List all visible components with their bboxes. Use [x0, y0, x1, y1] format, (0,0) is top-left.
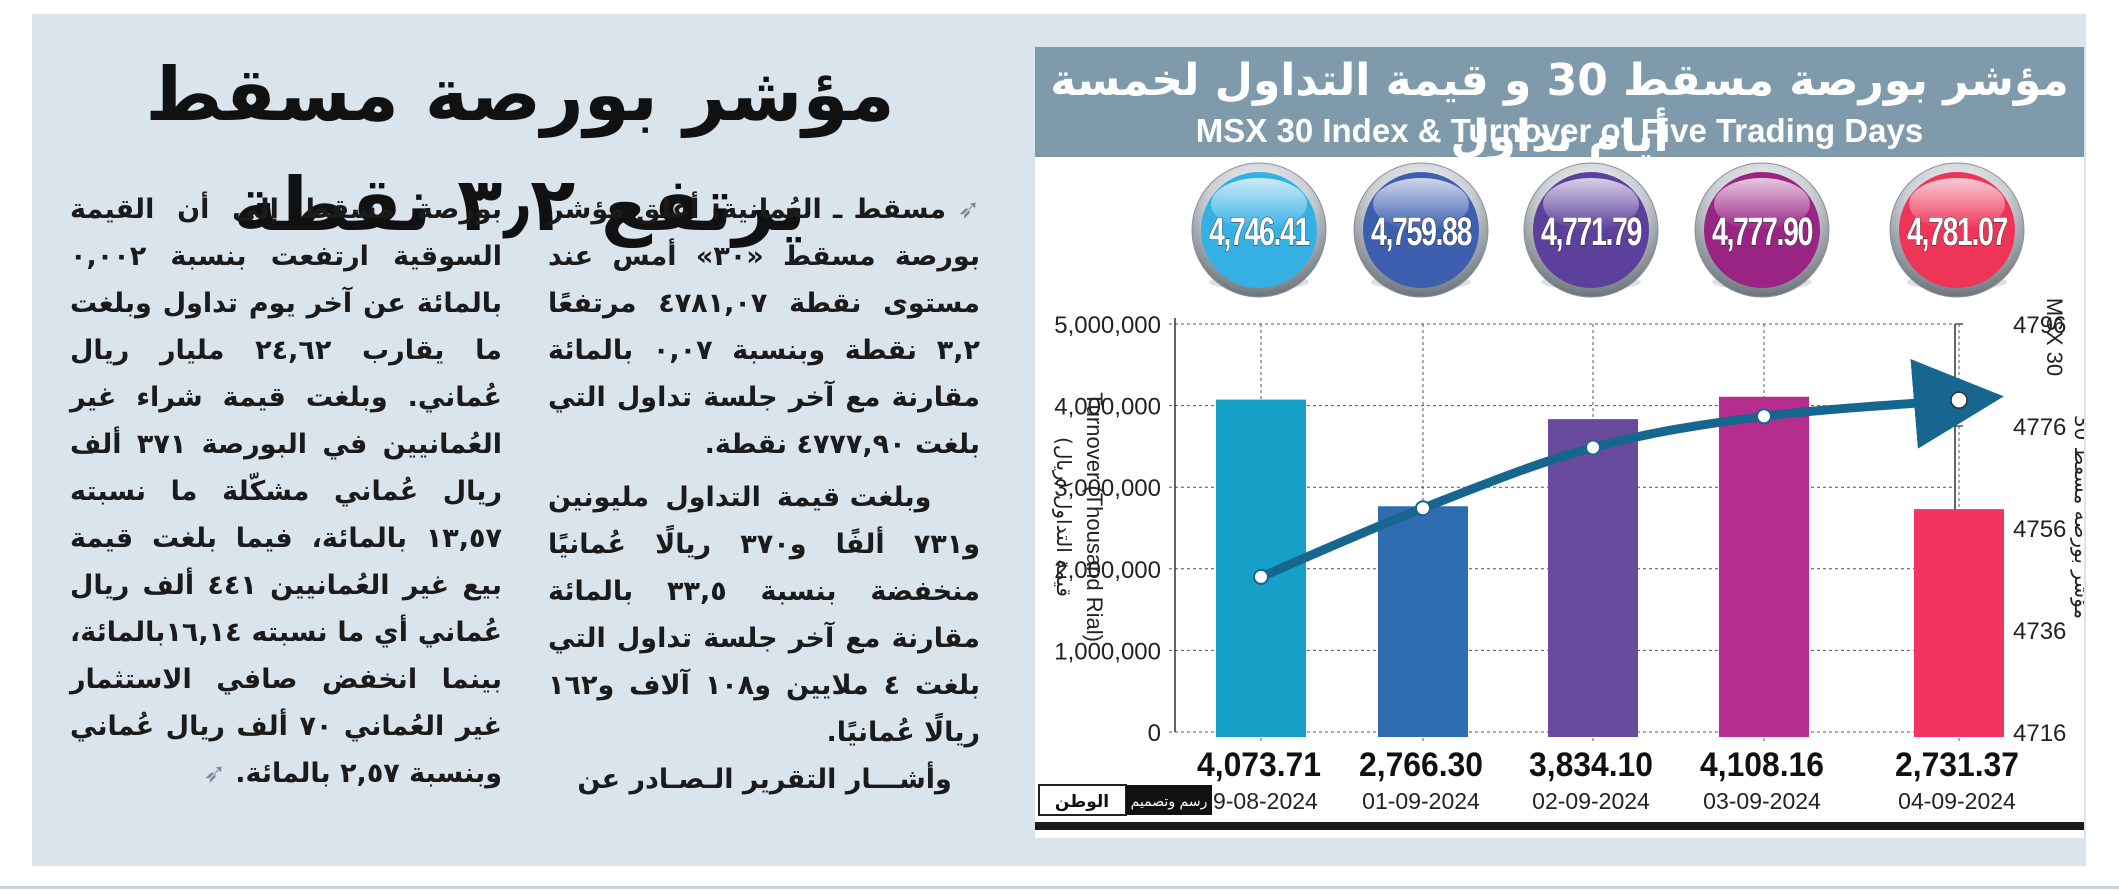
index-ball: 4,759.88 — [1353, 162, 1489, 298]
date-label: 03-09-2024 — [1703, 788, 1821, 814]
credit-label-box — [1126, 785, 1212, 815]
chart-canvas: 4,746.41 4,759.88 4,771.79 4,777.90 4,781.07… — [1035, 162, 2084, 830]
date-label: 04-09-2024 — [1898, 788, 2016, 814]
ball-gloss — [1543, 178, 1639, 230]
turnover-bar — [1216, 399, 1306, 737]
y-tick-right: 4736 — [2013, 618, 2066, 645]
date-label: 02-09-2024 — [1532, 788, 1650, 814]
y-tick-right: 4716 — [2013, 720, 2066, 747]
y-axis-title-left-ar: قيمة التداول (ريال) — [1052, 437, 1076, 597]
turnover-bar — [1914, 509, 2004, 737]
turnover-value-label: 2,731.37 — [1895, 746, 2019, 784]
date-label: 29-08-2024 — [1200, 788, 1318, 814]
index-value-label: 4,771.79 — [1541, 210, 1642, 254]
index-value-label: 4,781.07 — [1907, 210, 2008, 254]
turnover-bar — [1378, 506, 1468, 737]
index-point — [1415, 500, 1431, 517]
index-point — [1756, 408, 1772, 425]
ball-gloss — [1714, 178, 1810, 230]
y-tick-left: 0 — [1148, 720, 1161, 747]
paragraph-2: وبلغت قيمة التداول مليونين و٧٣١ ألفًا و٣… — [548, 482, 981, 748]
index-ball: 4,777.90 — [1694, 162, 1830, 298]
turnover-value-label: 4,073.71 — [1197, 746, 1321, 784]
ball-gloss — [1373, 178, 1469, 230]
turnover-bar — [1548, 419, 1638, 737]
y-tick-left: 2,000,000 — [1054, 557, 1161, 584]
chart-title-bar: مؤشر بورصة مسقط 30 و قيمة التداول لخمسة … — [1035, 47, 2084, 162]
article-column-right: ➶ مسقط ـ العُمانية: أغلق مؤشر بورصة مسقط… — [548, 186, 980, 803]
y-tick-right: 4796 — [2013, 312, 2066, 339]
article-headline: مؤشر بورصة مسقط يرتفع ٣٫٢ نقطة — [145, 52, 895, 248]
index-point — [1950, 391, 1968, 409]
index-point — [1585, 439, 1601, 456]
y-axis-title-right-en: MSX 30 — [2042, 298, 2067, 376]
credit-logo-box — [1038, 784, 1127, 816]
chart-baseline-bar — [1035, 822, 2084, 830]
index-value-label: 4,777.90 — [1712, 210, 1813, 254]
chart-graphic: مؤشر بورصة مسقط 30 و قيمة التداول لخمسة … — [1035, 47, 2084, 838]
index-ball: 4,746.41 — [1191, 162, 1327, 298]
turnover-bar — [1719, 396, 1809, 737]
y-tick-left: 4,000,000 — [1054, 394, 1161, 421]
turnover-value-label: 4,108.16 — [1700, 746, 1824, 784]
y-axis-title-right-ar: مؤشر بورصة مسقط 30 — [2070, 415, 2084, 619]
ball-gloss — [1211, 178, 1307, 230]
y-tick-right: 4756 — [2013, 516, 2066, 543]
paragraph-1: مسقط ـ العُمانية: أغلق مؤشر بورصة مسقط «… — [548, 194, 980, 460]
index-ball: 4,781.07 — [1889, 162, 2025, 298]
chart-title-english: MSX 30 Index & Turnover of Five Trading … — [1195, 112, 1924, 149]
y-tick-left: 5,000,000 — [1054, 312, 1161, 339]
index-ball: 4,771.79 — [1523, 162, 1659, 298]
index-point — [1253, 568, 1269, 585]
y-tick-right: 4776 — [2013, 414, 2066, 441]
credit-label: رسم وتصميم — [1131, 794, 1208, 810]
paragraph-3: وأشـــار التقرير الـصـادر عن — [577, 764, 952, 795]
quill-end-icon: ➶ — [203, 758, 236, 789]
y-tick-left: 3,000,000 — [1054, 475, 1161, 502]
paragraph-4: بورصة مسقط إلى أن القيمة السوقية ارتفعت … — [70, 194, 502, 789]
index-value-label: 4,759.88 — [1371, 210, 1472, 254]
quill-icon: ➶ — [946, 194, 980, 225]
date-label: 01-09-2024 — [1362, 788, 1480, 814]
y-tick-left: 1,000,000 — [1054, 638, 1161, 665]
turnover-value-label: 3,834.10 — [1529, 746, 1653, 784]
index-value-label: 4,746.41 — [1209, 210, 1310, 254]
turnover-value-label: 2,766.30 — [1359, 746, 1483, 784]
bottom-rule — [0, 886, 2119, 889]
y-axis-title-left-en: Turnover (Thousand Rial) — [1082, 392, 1107, 642]
credit-logo: الوطن — [1055, 792, 1109, 812]
ball-gloss — [1909, 178, 2005, 230]
chart-title-arabic: مؤشر بورصة مسقط 30 و قيمة التداول لخمسة … — [1050, 55, 2069, 162]
article-column-left: بورصة مسقط إلى أن القيمة السوقية ارتفعت … — [70, 186, 502, 797]
